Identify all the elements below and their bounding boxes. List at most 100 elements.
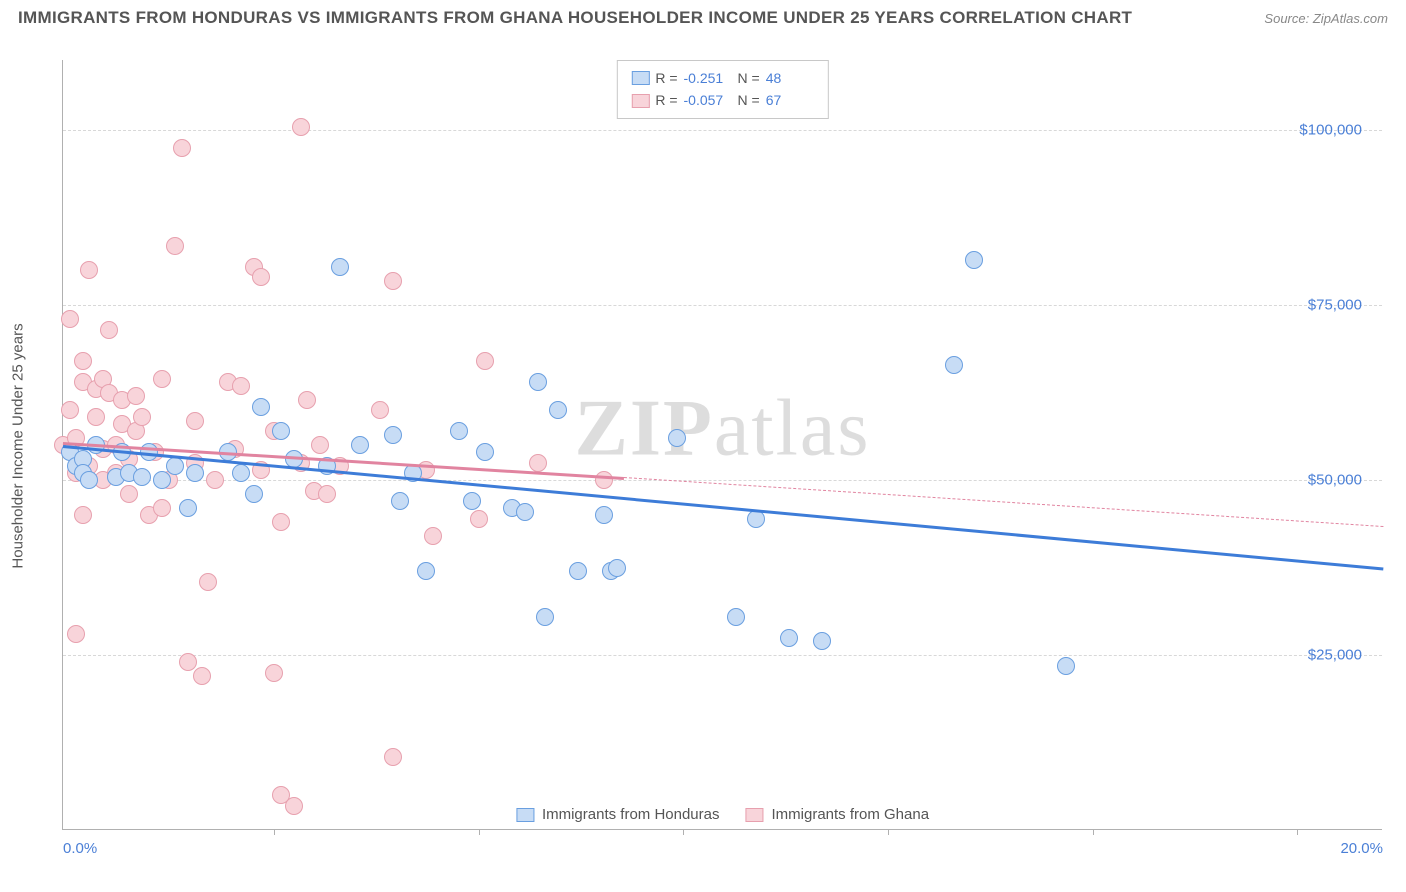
data-point (153, 471, 171, 489)
data-point (569, 562, 587, 580)
data-point (206, 471, 224, 489)
x-tick-label: 0.0% (63, 840, 97, 857)
y-axis-label: Householder Income Under 25 years (10, 323, 27, 568)
data-point (450, 422, 468, 440)
data-point (186, 464, 204, 482)
data-point (245, 485, 263, 503)
source-prefix: Source: (1264, 11, 1309, 26)
data-point (608, 559, 626, 577)
data-point (945, 356, 963, 374)
data-point (61, 401, 79, 419)
n-label: N = (738, 67, 760, 89)
data-point (780, 629, 798, 647)
x-tick-label: 20.0% (1340, 840, 1383, 857)
data-point (61, 310, 79, 328)
data-point (384, 426, 402, 444)
data-point (186, 412, 204, 430)
data-point (529, 373, 547, 391)
legend-label-ghana: Immigrants from Ghana (772, 806, 930, 823)
series-legend: Immigrants from Honduras Immigrants from… (508, 806, 937, 823)
data-point (470, 510, 488, 528)
data-point (127, 387, 145, 405)
data-point (166, 237, 184, 255)
r-value-ghana: -0.057 (684, 89, 732, 111)
data-point (193, 667, 211, 685)
data-point (1057, 657, 1075, 675)
gridline-horizontal (63, 130, 1382, 131)
data-point (476, 443, 494, 461)
data-point (391, 492, 409, 510)
data-point (272, 513, 290, 531)
watermark-bold: ZIP (575, 385, 714, 473)
data-point (476, 352, 494, 370)
y-tick-label: $75,000 (1308, 297, 1362, 314)
x-minor-tick (479, 829, 480, 835)
data-point (331, 258, 349, 276)
data-point (424, 527, 442, 545)
data-point (153, 370, 171, 388)
data-point (252, 268, 270, 286)
legend-swatch-honduras (631, 71, 649, 85)
data-point (67, 625, 85, 643)
x-minor-tick (888, 829, 889, 835)
data-point (311, 436, 329, 454)
y-tick-label: $25,000 (1308, 647, 1362, 664)
gridline-horizontal (63, 655, 1382, 656)
data-point (80, 471, 98, 489)
data-point (463, 492, 481, 510)
trend-line (624, 477, 1383, 527)
legend-row-honduras: R = -0.251 N = 48 (631, 67, 813, 89)
data-point (179, 499, 197, 517)
x-minor-tick (683, 829, 684, 835)
data-point (384, 748, 402, 766)
n-label: N = (738, 89, 760, 111)
x-minor-tick (1093, 829, 1094, 835)
n-value-ghana: 67 (766, 89, 814, 111)
trend-line (63, 445, 1383, 570)
source-name: ZipAtlas.com (1313, 11, 1388, 26)
data-point (965, 251, 983, 269)
chart-title: IMMIGRANTS FROM HONDURAS VS IMMIGRANTS F… (18, 8, 1132, 28)
data-point (74, 352, 92, 370)
data-point (133, 408, 151, 426)
gridline-horizontal (63, 480, 1382, 481)
x-minor-tick (274, 829, 275, 835)
data-point (252, 398, 270, 416)
n-value-honduras: 48 (766, 67, 814, 89)
data-point (232, 464, 250, 482)
watermark-light: atlas (714, 385, 871, 473)
data-point (529, 454, 547, 472)
data-point (232, 377, 250, 395)
data-point (516, 503, 534, 521)
data-point (173, 139, 191, 157)
chart-header: IMMIGRANTS FROM HONDURAS VS IMMIGRANTS F… (18, 8, 1388, 28)
legend-swatch-ghana (746, 808, 764, 822)
data-point (549, 401, 567, 419)
correlation-legend: R = -0.251 N = 48 R = -0.057 N = 67 (616, 60, 828, 119)
data-point (318, 485, 336, 503)
x-minor-tick (1297, 829, 1298, 835)
data-point (595, 471, 613, 489)
data-point (133, 468, 151, 486)
data-point (272, 422, 290, 440)
data-point (199, 573, 217, 591)
data-point (285, 797, 303, 815)
data-point (298, 391, 316, 409)
legend-item-ghana: Immigrants from Ghana (746, 806, 930, 823)
r-label: R = (655, 89, 677, 111)
legend-swatch-ghana (631, 94, 649, 108)
gridline-horizontal (63, 305, 1382, 306)
data-point (417, 562, 435, 580)
watermark: ZIPatlas (575, 384, 871, 475)
data-point (384, 272, 402, 290)
data-point (87, 408, 105, 426)
data-point (153, 499, 171, 517)
data-point (120, 485, 138, 503)
data-point (595, 506, 613, 524)
data-point (265, 664, 283, 682)
scatter-plot: ZIPatlas R = -0.251 N = 48 R = -0.057 N … (62, 60, 1382, 830)
r-label: R = (655, 67, 677, 89)
y-tick-label: $100,000 (1299, 122, 1362, 139)
data-point (166, 457, 184, 475)
y-tick-label: $50,000 (1308, 472, 1362, 489)
